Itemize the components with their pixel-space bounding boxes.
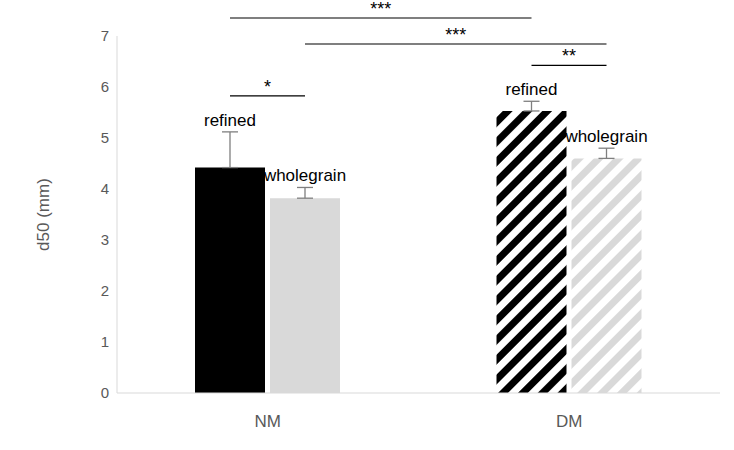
- svg-text:0: 0: [101, 384, 109, 401]
- svg-text:refined: refined: [204, 111, 256, 130]
- svg-text:***: ***: [370, 0, 391, 19]
- svg-text:1: 1: [101, 333, 109, 350]
- svg-text:d50 (mm): d50 (mm): [34, 178, 53, 251]
- svg-text:NM: NM: [255, 412, 281, 431]
- svg-text:2: 2: [101, 282, 109, 299]
- svg-text:wholegrain: wholegrain: [564, 127, 647, 146]
- svg-text:6: 6: [101, 78, 109, 95]
- svg-text:7: 7: [101, 27, 109, 44]
- svg-text:***: ***: [445, 25, 466, 45]
- svg-text:*: *: [264, 77, 271, 97]
- svg-text:wholegrain: wholegrain: [263, 166, 346, 185]
- svg-text:3: 3: [101, 231, 109, 248]
- svg-text:5: 5: [101, 129, 109, 146]
- svg-text:refined: refined: [506, 80, 558, 99]
- svg-text:**: **: [562, 46, 576, 66]
- svg-text:DM: DM: [556, 412, 582, 431]
- svg-text:4: 4: [101, 180, 109, 197]
